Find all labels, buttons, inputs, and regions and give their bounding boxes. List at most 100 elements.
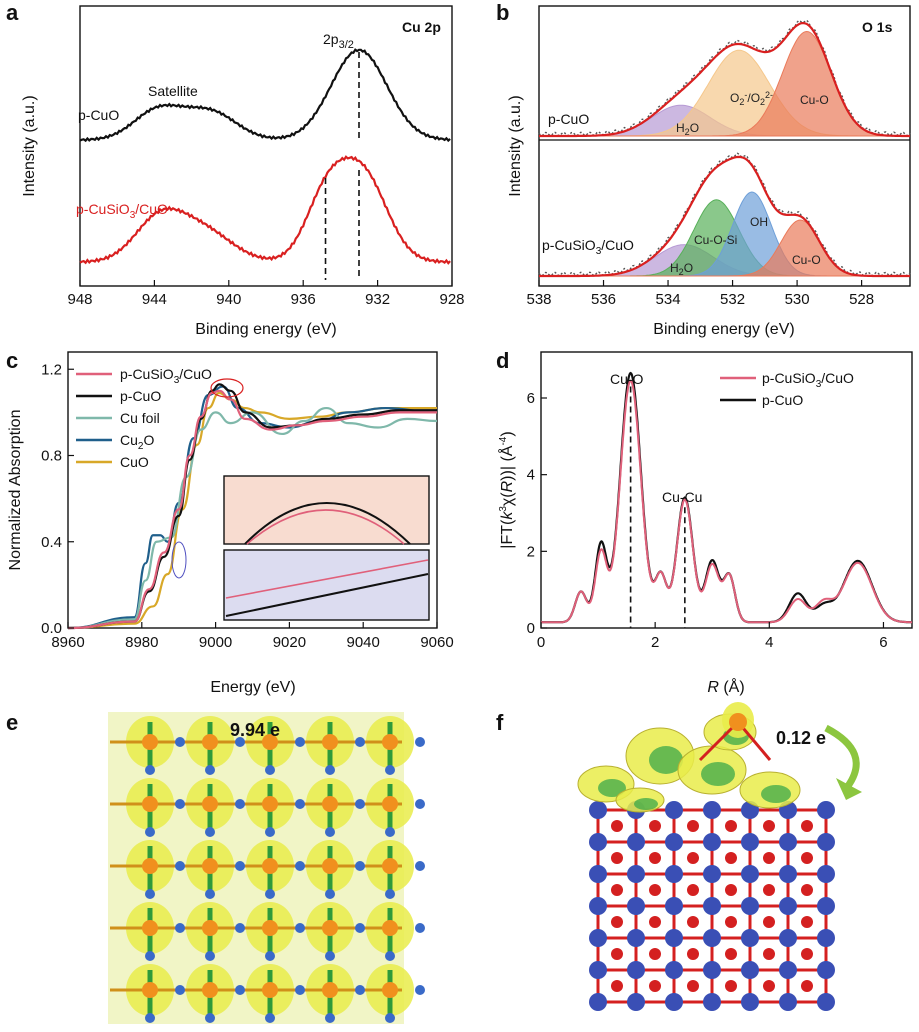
panel-e-o-atom (325, 951, 335, 961)
panel-c-ytick-label: 0.8 (41, 448, 62, 465)
panel-f-o-atom (741, 993, 759, 1011)
panel-f-o-atom (665, 833, 683, 851)
panel-a-xtick-label: 936 (291, 291, 316, 308)
panel-b-bottom-cuosi: Cu-O-Si (694, 233, 737, 247)
panel-f-isosurface-inner (761, 785, 791, 803)
panel-e-cu-atom (382, 920, 398, 936)
panel-f-cu-atom (763, 820, 775, 832)
panel-f-charge: 0.12 e (776, 728, 826, 748)
panel-b-bottom-envelope-fit (539, 155, 910, 278)
panel-c-ytick-label: 1.2 (41, 361, 62, 378)
panel-f-cu-atom (687, 916, 699, 928)
panel-f-cu-atom (763, 980, 775, 992)
panel-f-cu-atom (611, 948, 623, 960)
panel-a: a Cu 2p 2p3/2 Satellite p-CuO p-CuSiO3/C… (6, 0, 465, 338)
panel-f-o-atom (817, 993, 835, 1011)
panel-f-isosurface-inner (649, 746, 683, 774)
panel-e-cu-atom (142, 734, 158, 750)
panel-e-o-atom (235, 737, 245, 747)
panel-b-top-envelope-fit (539, 22, 910, 138)
panel-a-xlabel: Binding energy (eV) (195, 321, 336, 338)
panel-c-peak-circle (210, 378, 244, 398)
panel-c-marks (67, 383, 438, 630)
panel-e-cu-atom (142, 858, 158, 874)
panel-f-arrow (824, 724, 860, 789)
panel-f-o-atom (817, 865, 835, 883)
panel-e: e 9.94 e (6, 710, 425, 1024)
panel-f-isosurface-inner (634, 798, 658, 810)
panel-b-ylabel: Intensity (a.u.) (507, 95, 524, 196)
panel-d-peak1-label: Cu-O (610, 371, 644, 387)
panel-f-o-atom (817, 801, 835, 819)
panel-e-o-atom (295, 985, 305, 995)
panel-d-xlabel: R (Å) (707, 677, 744, 696)
panel-c-ylabel: Normalized Absorption (7, 410, 24, 571)
panel-f-cu-atom (725, 980, 737, 992)
panel-f-cu-atom (801, 980, 813, 992)
panel-e-o-atom (385, 765, 395, 775)
panel-b-top-h2o: H2O (676, 121, 699, 137)
panel-b-xlabel: Binding energy (eV) (653, 321, 794, 338)
panel-f-o-atom (741, 929, 759, 947)
panel-e-o-atom (265, 1013, 275, 1023)
panel-e-o-atom (385, 951, 395, 961)
panel-d-ylabel: |FT(k3χ(R))| (Å-4) (497, 431, 516, 548)
panel-d-marks (541, 371, 912, 628)
panel-d-ytick-label: 4 (527, 467, 535, 484)
panel-f-o-atom (817, 929, 835, 947)
panel-e-o-atom (235, 923, 245, 933)
panel-c-xtick-label: 9040 (347, 634, 380, 651)
panel-b-xtick-label: 534 (656, 291, 681, 308)
panel-f-o-atom (665, 929, 683, 947)
panel-c-series-Cu foil (67, 406, 438, 630)
panel-f-cu-atom (611, 916, 623, 928)
panel-f-o-atom (779, 993, 797, 1011)
panel-e-cu-atom (142, 920, 158, 936)
panel-f-o-atom (627, 929, 645, 947)
panel-c-xtick-label: 8980 (125, 634, 158, 651)
panel-f-cu-atom (611, 820, 623, 832)
panel-e-o-atom (145, 765, 155, 775)
panel-f-cu-atom (801, 884, 813, 896)
panel-a-xtick-label: 940 (216, 291, 241, 308)
panel-f-isosurface-inner (701, 762, 735, 786)
panel-f-o-atom (703, 961, 721, 979)
panel-b-marks (538, 19, 911, 278)
panel-e-cu-atom (322, 734, 338, 750)
panel-f-cu-atom (763, 948, 775, 960)
panel-a-marks (79, 48, 451, 280)
panel-f-o-atom (665, 961, 683, 979)
panel-e-o-atom (415, 985, 425, 995)
panel-e-o-atom (295, 923, 305, 933)
panel-e-cu-atom (202, 982, 218, 998)
panel-e-cu-atom (322, 982, 338, 998)
panel-b-ticks: 538 536 534 532 530 528 (526, 280, 874, 308)
panel-e-cu-atom (142, 796, 158, 812)
panel-f-o-atom (817, 961, 835, 979)
panel-c-inset-top-black (244, 502, 411, 545)
panel-d-ytick-label: 0 (527, 620, 535, 637)
panel-e-o-atom (415, 923, 425, 933)
panel-e-o-atom (205, 765, 215, 775)
panel-f-cu-atom (801, 916, 813, 928)
panel-e-cu-atom (262, 734, 278, 750)
panel-c-ytick-label: 0.0 (41, 620, 62, 637)
panel-b-xtick-label: 538 (526, 291, 551, 308)
panel-a-title: Cu 2p (402, 19, 441, 35)
panel-f-o-atom (665, 993, 683, 1011)
panel-e-cu-atom (322, 796, 338, 812)
panel-d-label: d (496, 348, 509, 373)
panel-f-cu-atom (649, 948, 661, 960)
panel-f-o-atom (779, 961, 797, 979)
panel-d-xtick-label: 0 (537, 634, 545, 651)
panel-f-o-atom (779, 929, 797, 947)
panel-a-xtick-label: 928 (439, 291, 464, 308)
panel-f-cu-atom (687, 820, 699, 832)
panel-c-xtick-label: 9000 (199, 634, 232, 651)
panel-f-cu-atom (801, 852, 813, 864)
panel-a-series-p-CuO (79, 48, 451, 143)
panel-e-cu-atom (262, 920, 278, 936)
panel-f-cu-atom (687, 852, 699, 864)
